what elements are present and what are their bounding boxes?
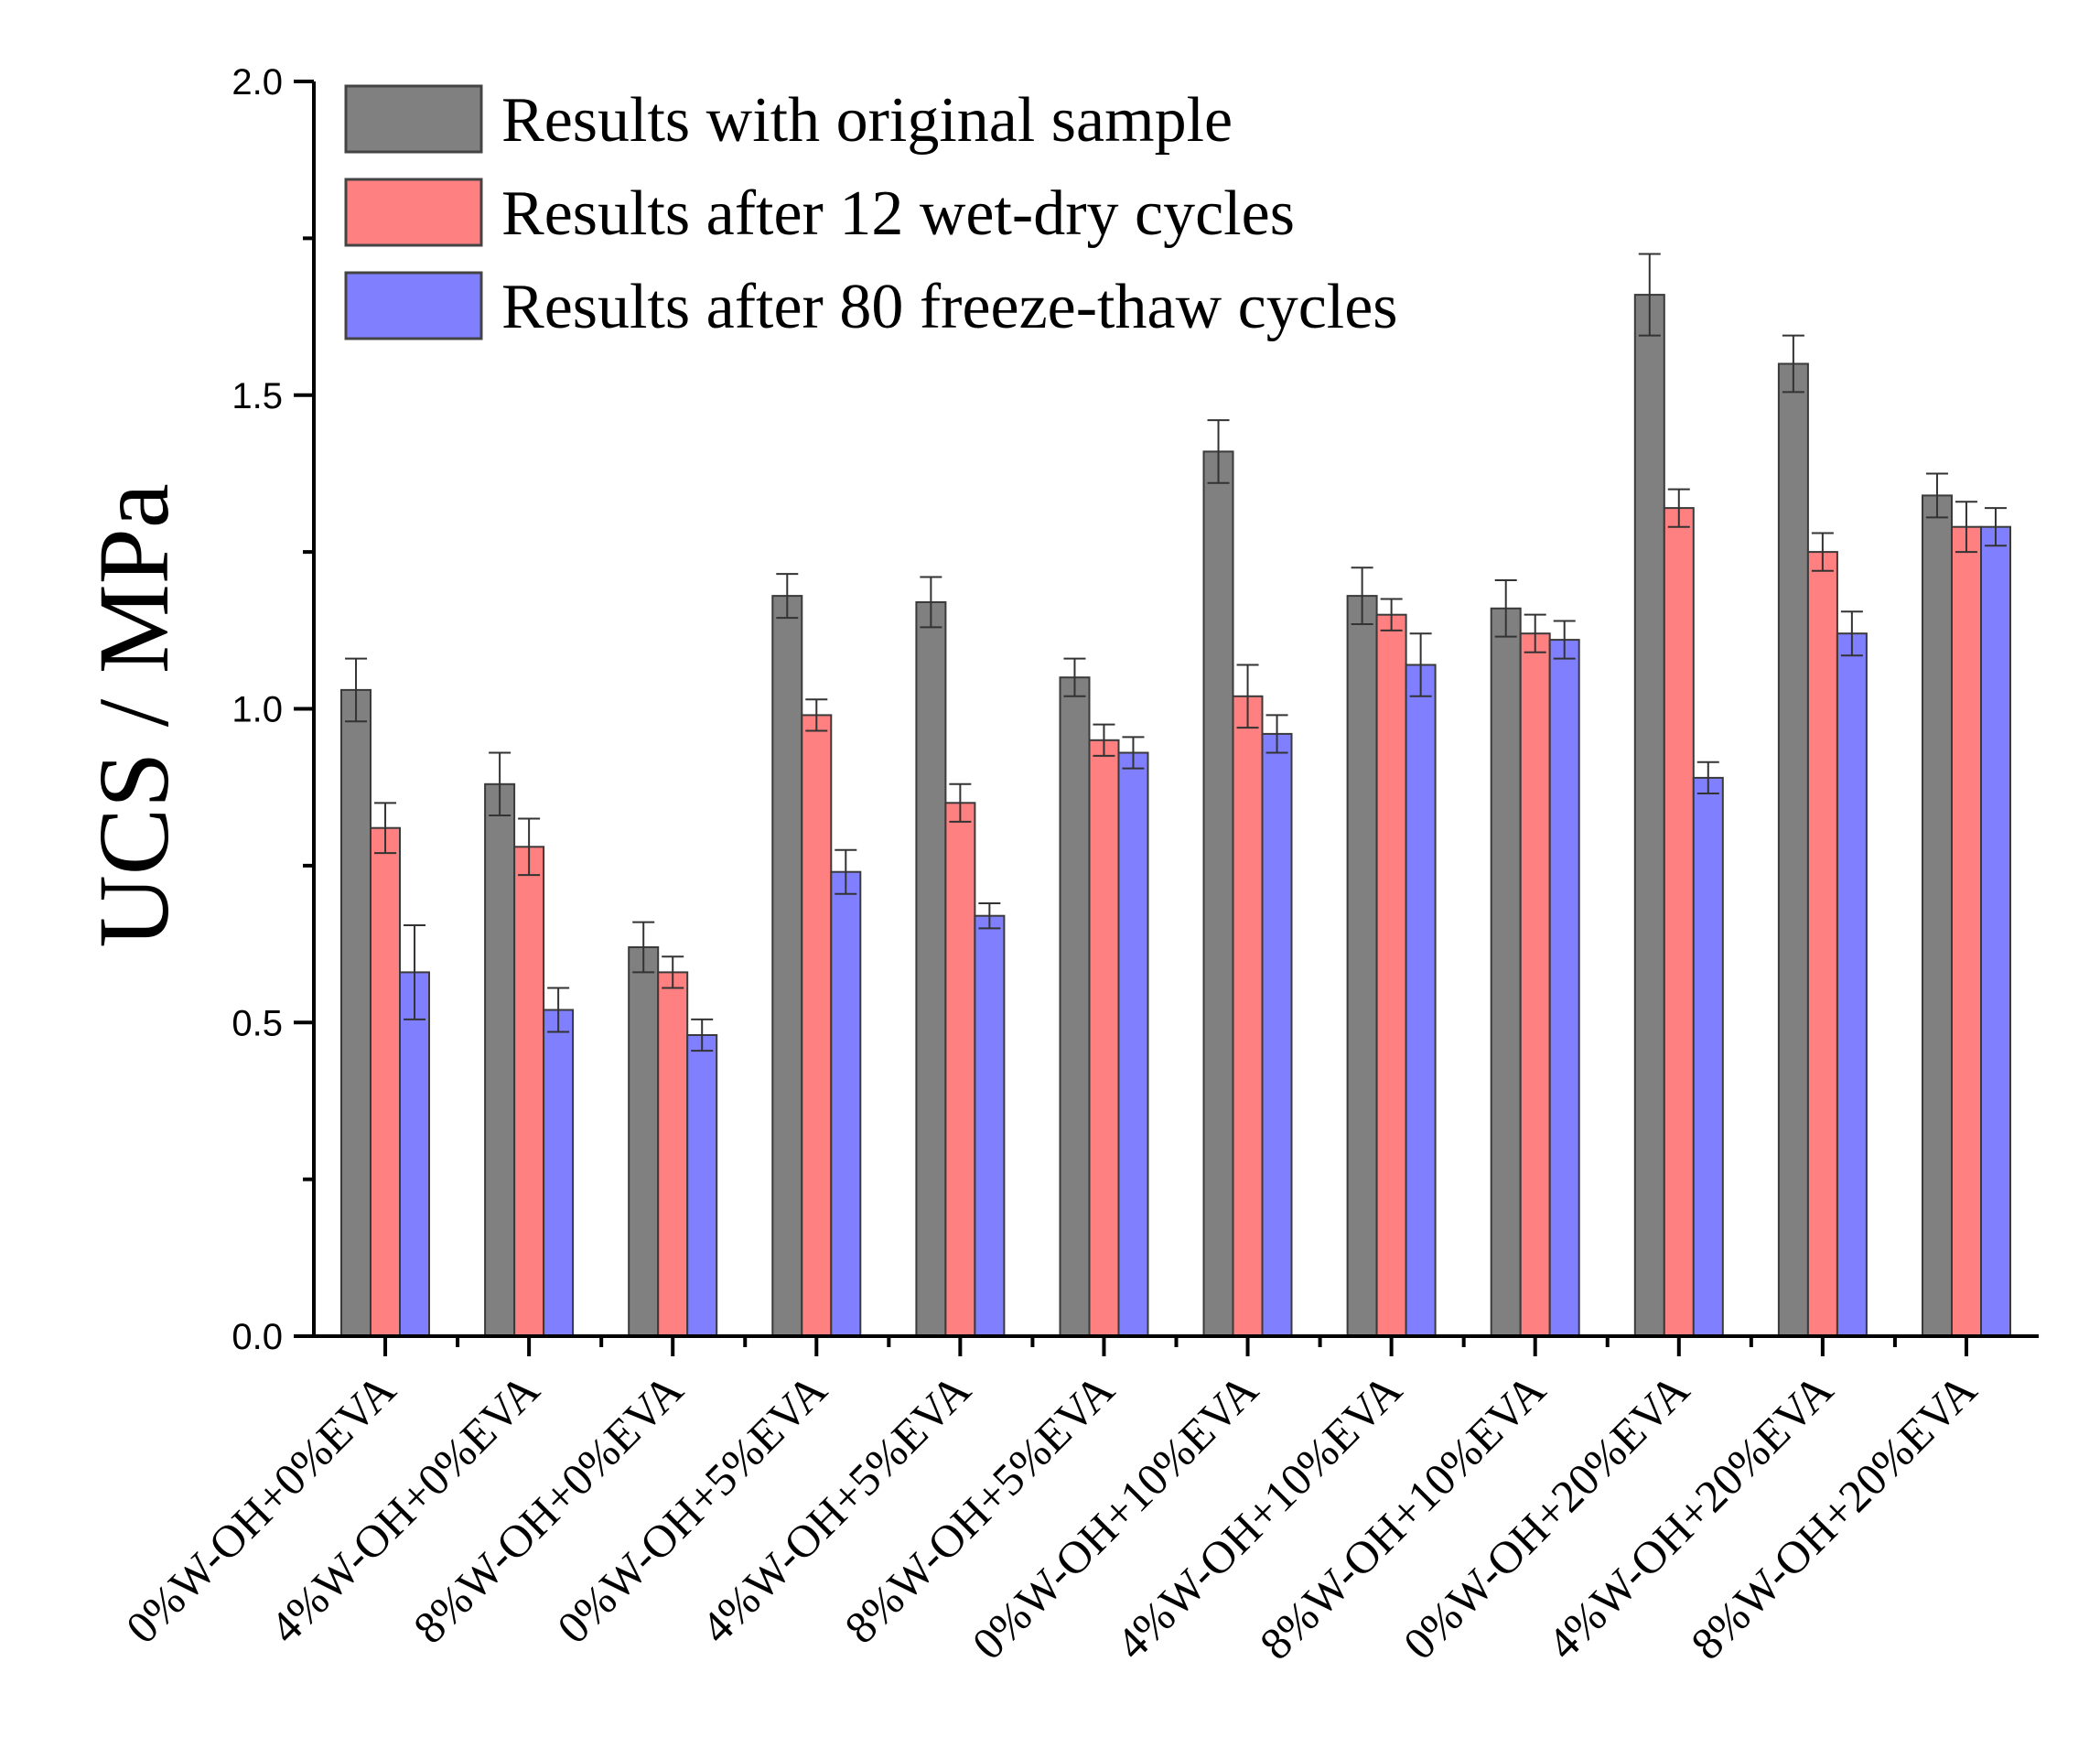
error-bar-s0-c11 [1925,472,1948,519]
bar-s2-c5 [1117,751,1149,1337]
error-bar-s2-c3 [835,848,857,895]
bar-s2-c2 [686,1034,718,1337]
category-label-4: 4%W-OH+5%EVA [691,1364,980,1653]
category-label-1: 4%W-OH+0%EVA [260,1364,549,1653]
error-bar-s2-c7 [1409,632,1432,697]
legend: Results with original sample Results afte… [344,84,1398,342]
bar-s1-c6 [1232,695,1264,1337]
legend-swatch-1 [344,178,483,247]
bar-s1-c2 [657,971,689,1338]
legend-label-1: Results after 12 wet-dry cycles [501,178,1295,249]
category-label-11: 8%W-OH+20%EVA [1681,1364,1987,1669]
error-bar-s0-c1 [489,751,512,817]
bar-s0-c5 [1059,676,1091,1337]
error-bar-s1-c3 [805,698,828,732]
bar-s1-c3 [801,714,833,1337]
bar-s0-c3 [771,595,803,1337]
bar-s0-c7 [1346,595,1378,1337]
bar-s0-c8 [1490,607,1522,1337]
error-bar-s0-c5 [1063,657,1086,697]
bar-s0-c9 [1633,294,1665,1338]
bar-s2-c7 [1405,664,1437,1337]
legend-label-0: Results with original sample [501,85,1233,156]
error-bar-s0-c4 [920,576,942,629]
error-bar-s2-c2 [691,1018,714,1052]
bar-s1-c7 [1375,613,1407,1337]
category-label-2: 8%W-OH+0%EVA [404,1364,693,1653]
error-bar-s1-c1 [518,817,541,877]
bar-s1-c11 [1951,525,1982,1337]
error-bar-s1-c8 [1524,613,1546,653]
bar-s2-c1 [543,1009,575,1337]
legend-label-2: Results after 80 freeze-thaw cycles [501,272,1398,342]
y-tick-label-3: 1.5 [232,376,283,416]
bar-s1-c8 [1519,632,1551,1337]
error-bar-s1-c10 [1811,532,1834,572]
error-bar-s2-c0 [404,923,426,1020]
error-bar-s1-c2 [662,955,684,989]
error-bar-s2-c9 [1696,761,1719,795]
bar-s2-c3 [830,870,862,1337]
bar-s2-c10 [1836,632,1868,1337]
bar-s0-c2 [628,946,660,1337]
bar-s0-c0 [340,688,372,1337]
bar-s1-c0 [370,826,401,1337]
bar-s0-c11 [1922,494,1953,1337]
legend-swatch-2 [344,271,483,340]
bar-s1-c4 [944,802,976,1337]
error-bar-s1-c4 [949,782,972,823]
y-tick-label-4: 2.0 [232,62,283,103]
bar-s0-c1 [484,782,516,1337]
bar-s2-c6 [1261,732,1293,1337]
bar-s1-c1 [513,846,545,1337]
bar-s0-c4 [915,601,947,1337]
category-label-5: 8%W-OH+5%EVA [835,1364,1124,1653]
error-bar-s2-c6 [1265,714,1288,754]
ticks-layer: 0.0 0.5 1.0 1.5 2.0 [232,62,1968,1357]
error-bar-s1-c6 [1236,664,1259,729]
y-tick-label-2: 1.0 [232,690,283,730]
error-bar-s0-c0 [345,657,368,723]
error-bar-s1-c11 [1955,501,1977,554]
error-bar-s0-c2 [632,921,655,974]
error-bar-s2-c4 [978,902,1001,930]
error-bar-s1-c7 [1380,598,1403,631]
error-bar-s0-c6 [1207,419,1230,484]
bar-s0-c6 [1202,450,1234,1337]
category-label-0: 0%W-OH+0%EVA [116,1364,405,1653]
error-bar-s2-c5 [1122,736,1145,770]
error-bar-s1-c9 [1667,488,1690,528]
error-bar-s2-c1 [547,987,570,1033]
bar-s2-c8 [1548,639,1580,1337]
bar-s2-c0 [399,971,430,1338]
bar-s0-c10 [1777,362,1809,1337]
error-bars-layer [345,253,2007,1052]
bars-layer [340,294,2011,1338]
legend-swatch-0 [344,84,483,154]
y-tick-label-0: 0.0 [232,1317,283,1357]
error-bar-s1-c5 [1093,723,1115,757]
error-bar-s0-c10 [1782,334,1804,394]
bar-s2-c4 [974,914,1006,1337]
error-bar-s0-c7 [1351,566,1373,625]
error-bar-s2-c10 [1840,610,1863,657]
category-label-3: 0%W-OH+5%EVA [547,1364,836,1653]
error-bar-s2-c11 [1984,507,2007,547]
bar-s1-c9 [1663,507,1695,1337]
error-bar-s1-c0 [374,802,397,855]
error-bar-s0-c8 [1494,578,1517,638]
y-axis-label: UCS / MPa [78,483,189,947]
category-labels: 0%W-OH+0%EVA4%W-OH+0%EVA8%W-OH+0%EVA0%W-… [116,1364,1987,1669]
y-tick-label-1: 0.5 [232,1003,283,1043]
bar-s2-c11 [1980,525,2011,1337]
bar-s1-c5 [1088,739,1120,1337]
bar-s1-c10 [1806,551,1838,1337]
bar-s2-c9 [1692,776,1724,1337]
error-bar-s0-c9 [1638,253,1661,337]
error-bar-s0-c3 [776,573,799,620]
error-bar-s2-c8 [1553,620,1576,660]
